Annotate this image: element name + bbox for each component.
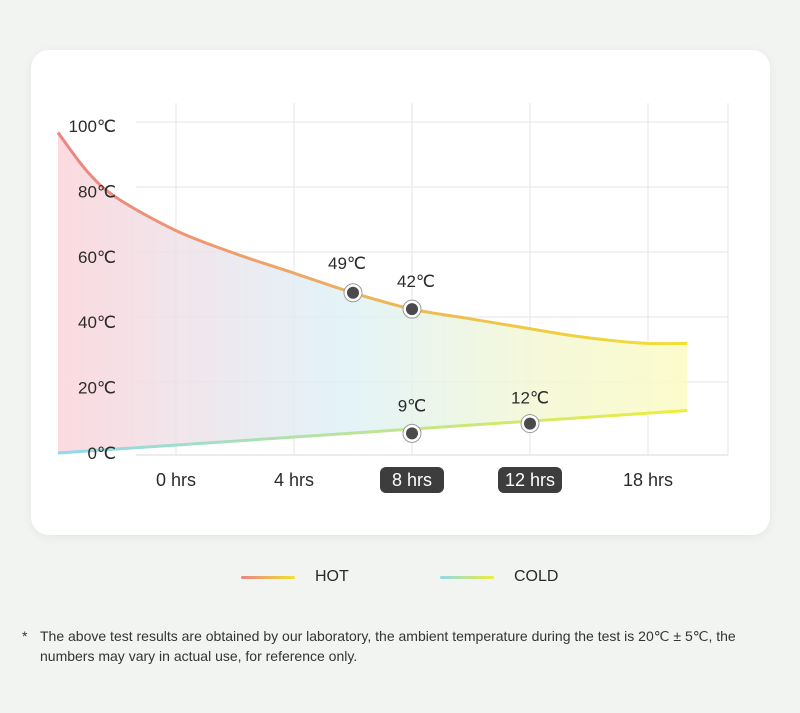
x-tick-label: 12 hrs	[505, 470, 555, 490]
area-between-curves	[58, 132, 688, 454]
legend-item-hot: HOT	[241, 568, 349, 586]
data-label: 9℃	[398, 396, 427, 415]
x-axis-ticks: 0 hrs 4 hrs 8 hrs 12 hrs 18 hrs	[156, 467, 673, 493]
legend-hot-swatch	[241, 575, 295, 579]
y-tick-label: 20℃	[78, 379, 116, 398]
data-markers: 49℃ 42℃ 9℃ 12℃	[328, 254, 549, 443]
y-tick-label: 100℃	[69, 117, 116, 136]
marker-dot	[524, 417, 536, 430]
y-tick-label: 0℃	[87, 444, 116, 463]
marker-dot	[406, 427, 418, 440]
x-tick-label: 8 hrs	[392, 470, 432, 490]
data-label: 49℃	[328, 254, 366, 273]
x-tick-label: 0 hrs	[156, 470, 196, 490]
data-label: 12℃	[511, 389, 549, 408]
x-tick-highlight	[498, 467, 562, 493]
y-tick-label: 60℃	[78, 248, 116, 267]
y-tick-label: 40℃	[78, 313, 116, 332]
footnote-text: The above test results are obtained by o…	[40, 628, 736, 664]
x-tick-label: 4 hrs	[274, 470, 314, 490]
x-tick-label: 18 hrs	[623, 470, 673, 490]
hot-series-line	[56, 131, 688, 346]
y-axis-ticks: 100℃ 80℃ 60℃ 40℃ 20℃ 0℃	[69, 117, 116, 463]
legend-hot-label: HOT	[315, 568, 349, 585]
temperature-chart: 49℃ 42℃ 9℃ 12℃ 100℃ 80℃ 60℃ 40℃ 20℃ 0℃ 0 hrs 4 hr…	[56, 103, 729, 493]
chart-legend: HOT COLD	[0, 568, 800, 592]
legend-cold-swatch	[440, 575, 494, 579]
footnote: * The above test results are obtained by…	[22, 626, 780, 666]
marker-dot	[347, 286, 359, 299]
legend-cold-label: COLD	[514, 568, 559, 585]
data-label: 42℃	[397, 272, 435, 291]
cold-series-line	[57, 408, 688, 455]
x-tick-highlight	[380, 467, 444, 493]
y-tick-label: 80℃	[78, 182, 116, 201]
legend-item-cold: COLD	[440, 568, 558, 586]
footnote-asterisk: *	[22, 628, 28, 644]
marker-dot	[406, 303, 418, 316]
